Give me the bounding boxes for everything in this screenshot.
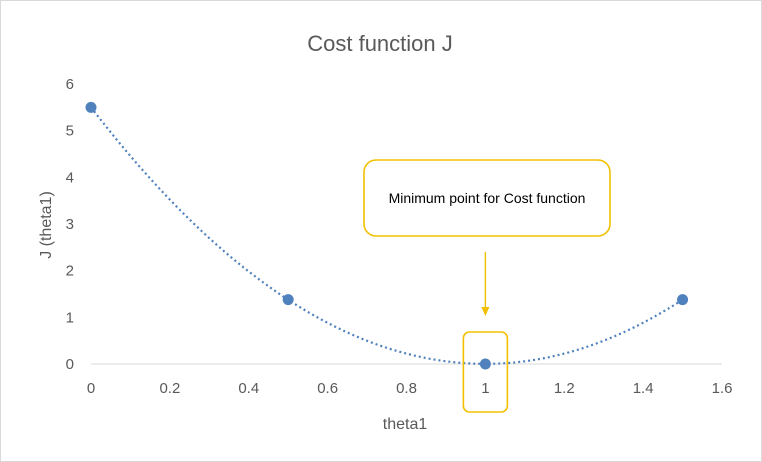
x-tick-label: 0.6	[317, 380, 338, 397]
x-tick-label: 0	[87, 380, 95, 397]
trendline	[90, 106, 684, 365]
data-points	[85, 101, 689, 370]
y-tick-labels: 0 1 2 3 4 5 6	[66, 76, 74, 373]
y-tick-label: 2	[66, 263, 74, 280]
minimum-highlight-box	[462, 331, 509, 413]
y-tick-label: 4	[66, 169, 74, 186]
x-tick-labels: 0 0.2 0.4 0.6 0.8 1 1.2 1.4 1.6	[87, 380, 733, 397]
chart-title: Cost function J	[307, 31, 453, 56]
x-tick-label: 0.8	[396, 380, 417, 397]
callout-box	[363, 159, 611, 237]
y-tick-label: 0	[66, 356, 74, 373]
data-point	[85, 101, 97, 113]
y-tick-label: 6	[66, 76, 74, 93]
callout-arrowhead	[481, 307, 490, 316]
y-axis-title: J (theta1)	[38, 191, 55, 259]
data-point	[282, 294, 294, 306]
callout-text: Minimum point for Cost function	[388, 190, 586, 206]
x-tick-label: 0.2	[159, 380, 180, 397]
data-point	[677, 294, 689, 306]
x-tick-label: 1.4	[633, 380, 654, 397]
x-axis-title: theta1	[383, 416, 428, 433]
x-tick-label: 1.2	[554, 380, 575, 397]
x-tick-label: 0.4	[238, 380, 259, 397]
y-tick-label: 3	[66, 216, 74, 233]
y-tick-label: 5	[66, 123, 74, 140]
x-tick-label: 1	[481, 380, 489, 397]
x-tick-label: 1.6	[712, 380, 733, 397]
data-point	[479, 358, 491, 370]
y-tick-label: 1	[66, 309, 74, 326]
